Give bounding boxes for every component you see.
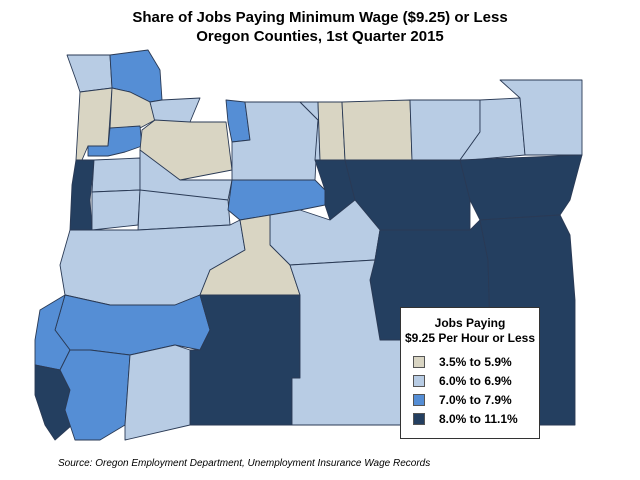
- legend-label-2: 6.0% to 6.9%: [439, 374, 512, 388]
- legend-label-3: 7.0% to 7.9%: [439, 393, 512, 407]
- county-baker: [459, 154, 583, 221]
- legend-item-1: 3.5% to 5.9%: [413, 355, 538, 370]
- map-subtitle: Oregon Counties, 1st Quarter 2015: [196, 28, 444, 45]
- county-wallowa: [499, 79, 583, 156]
- county-clatsop: [66, 54, 113, 93]
- source-note: Source: Oregon Employment Department, Un…: [58, 458, 431, 469]
- legend-subtitle: $9.25 Per Hour or Less: [404, 331, 536, 345]
- county-benton: [91, 189, 141, 231]
- legend-swatch-2: [413, 375, 425, 387]
- county-klamath: [189, 294, 301, 426]
- legend: Jobs Paying $9.25 Per Hour or Less 3.5% …: [400, 307, 540, 439]
- legend-label-4: 8.0% to 11.1%: [439, 412, 518, 426]
- county-multnomah: [149, 97, 201, 123]
- county-josephine: [59, 349, 131, 441]
- legend-title: Jobs Paying: [434, 316, 506, 330]
- map-title: Share of Jobs Paying Minimum Wage ($9.25…: [132, 9, 508, 26]
- county-jackson: [124, 344, 191, 441]
- county-yamhill: [87, 125, 143, 157]
- legend-item-3: 7.0% to 7.9%: [413, 393, 538, 408]
- county-polk: [91, 157, 141, 193]
- legend-swatch-3: [413, 394, 425, 406]
- county-morrow: [341, 99, 413, 161]
- legend-swatch-4: [413, 413, 425, 425]
- legend-label-1: 3.5% to 5.9%: [439, 355, 512, 369]
- county-jefferson: [227, 179, 326, 221]
- legend-swatch-1: [413, 356, 425, 368]
- county-lincoln: [69, 159, 95, 231]
- county-gilliam: [317, 101, 346, 161]
- legend-item-2: 6.0% to 6.9%: [413, 374, 538, 389]
- legend-item-4: 8.0% to 11.1%: [413, 412, 538, 427]
